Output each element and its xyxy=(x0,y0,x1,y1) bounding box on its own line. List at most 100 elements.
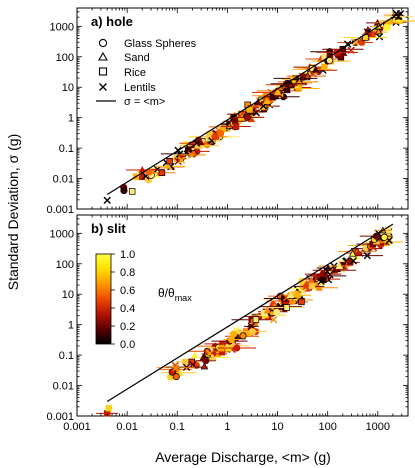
panel-a-data-point xyxy=(243,113,251,121)
legend-sand: Sand xyxy=(124,52,150,64)
panel-b-data-point xyxy=(348,249,357,257)
panel-b-y-tick-label: 1 xyxy=(68,320,74,332)
panel-a-data-point xyxy=(347,46,355,54)
legend-circle-marker xyxy=(98,38,108,48)
legend-triangle-marker xyxy=(98,51,108,61)
panel-a-data-point xyxy=(231,118,239,125)
colorbar-label: θ/θmax xyxy=(158,286,192,303)
panel-a-data-point xyxy=(217,129,225,138)
panel-b-x-tick-label: 100 xyxy=(318,421,336,433)
panel-a-y-tick-label: 10 xyxy=(62,82,74,94)
panel-b-data-point xyxy=(307,276,315,284)
panel-b-data-point xyxy=(299,288,307,296)
panel-b-data-point xyxy=(287,297,296,305)
panel-a-data-point xyxy=(177,156,186,164)
panel-b-data-point xyxy=(269,315,278,324)
panel-a-data-point xyxy=(287,81,295,89)
panel-b-reference-line xyxy=(106,223,394,402)
panel-b-data-point xyxy=(172,364,180,372)
panel-b-data-point xyxy=(200,362,209,370)
panel-b-data-point xyxy=(189,360,197,369)
panel-b-data-point xyxy=(317,277,325,285)
panel-a-y-tick-label: 100 xyxy=(56,52,74,64)
panel-b-data-point xyxy=(208,353,217,361)
panel-b-data-point xyxy=(323,267,331,276)
panel-b-data-point xyxy=(363,251,371,260)
panel-a-ticks: 0.001 0.01 0.1 1 10 100 1000 xyxy=(46,7,409,216)
panel-a-data-point xyxy=(375,33,384,41)
panel-b-x-tick-label: 10 xyxy=(271,421,283,433)
panel-a-y-tick-label: 0.001 xyxy=(46,204,74,216)
colorbar-tick-label: 0.4 xyxy=(120,303,135,315)
legend-square-marker xyxy=(98,67,108,76)
colorbar-label-max: max xyxy=(175,293,193,303)
panel-a-data-point xyxy=(192,139,201,147)
panel-a-data-point xyxy=(311,65,320,73)
panel-b-data-point xyxy=(202,357,210,365)
panel-b-data-point xyxy=(248,328,256,336)
colorbar-tick-label: 0.0 xyxy=(120,339,135,351)
panel-a-y-tick-label: 1000 xyxy=(50,21,74,33)
panel-b-x-tick-label: 0.001 xyxy=(63,421,91,433)
panel-a-reference-line xyxy=(106,11,403,195)
panel-b-x-tick-label: 0.01 xyxy=(116,421,137,433)
panel-b-x-tick-label: 0.1 xyxy=(170,421,185,433)
panel-b-data-point xyxy=(302,279,311,287)
legend-glass-spheres: Glass Spheres xyxy=(124,38,197,50)
legend-x-marker xyxy=(99,83,107,91)
panel-b-x-tick-label: 1000 xyxy=(366,421,390,433)
panel-b-data-point xyxy=(346,259,354,266)
panel-b-y-tick-label: 0.001 xyxy=(46,411,74,423)
colorbar-tick-label: 0.8 xyxy=(120,267,135,279)
panel-a-data-point xyxy=(103,196,111,205)
panel-a-data-point xyxy=(273,88,282,96)
colorbar-ticks: 1.0 0.8 0.6 0.4 0.2 0.0 xyxy=(111,249,135,351)
panel-b-data-point xyxy=(252,316,260,323)
panel-b-points xyxy=(96,226,404,417)
panel-b-data-point xyxy=(298,298,305,306)
y-axis-label: Standard Deviation, σ (g) xyxy=(5,134,21,291)
panel-a-data-point xyxy=(252,108,260,117)
panel-b-data-point xyxy=(233,344,241,352)
panel-b-data-point xyxy=(182,363,191,371)
colorbar-gradient xyxy=(95,253,112,345)
legend-sigma-line: σ = <m> xyxy=(124,96,165,108)
panel-a-label: a) hole xyxy=(91,14,133,29)
panel-b-data-point xyxy=(349,257,357,265)
panel-a-data-point xyxy=(326,48,334,56)
panel-b-x-tick-label: 1 xyxy=(224,421,230,433)
panel-b-data-point xyxy=(380,233,388,241)
panel-a-data-point xyxy=(120,187,128,195)
panel-b-data-point xyxy=(172,373,180,381)
panel-a-data-point xyxy=(163,161,172,169)
panel-b-data-point xyxy=(263,306,272,314)
panel-b-data-point xyxy=(315,283,323,291)
panel-b: 0.001 0.01 0.1 1 10 100 1000 0.001 0.01 0.1 1 10 100… xyxy=(46,214,409,433)
panel-b-data-point xyxy=(335,262,343,269)
panel-b-data-point xyxy=(191,351,199,359)
panel-a-data-point xyxy=(166,157,173,165)
legend-lentils: Lentils xyxy=(124,82,156,94)
panel-a-y-tick-label: 1 xyxy=(68,113,74,125)
panel-b-ticks: 0.001 0.01 0.1 1 10 100 1000 0.001 0.01 0.1 1 10 100… xyxy=(46,214,409,433)
panel-a-data-point xyxy=(232,123,240,130)
colorbar: 1.0 0.8 0.6 0.4 0.2 0.0 θ/θmax xyxy=(95,249,192,351)
panel-b-data-point xyxy=(273,308,281,316)
panel-b-data-point xyxy=(283,304,290,311)
panel-b-y-tick-label: 0.01 xyxy=(53,381,74,393)
panel-a-data-point xyxy=(303,72,312,79)
panel-a-data-point xyxy=(211,133,219,141)
panel-a-data-point xyxy=(128,188,136,195)
panel-a-data-point xyxy=(187,151,196,159)
panel-a-data-point xyxy=(374,27,383,35)
panel-b-data-point xyxy=(227,335,235,344)
panel-a: 0.001 0.01 0.1 1 10 100 1000 a) hole Glass Sph… xyxy=(46,7,415,216)
panel-a-data-point xyxy=(263,97,271,104)
colorbar-tick-label: 0.2 xyxy=(120,321,135,333)
panel-b-y-tick-label: 1000 xyxy=(50,228,74,240)
panel-a-data-point xyxy=(383,24,391,31)
panel-b-data-point xyxy=(308,282,316,290)
panel-a-data-point xyxy=(196,138,205,146)
panel-a-y-tick-label: 0.1 xyxy=(59,143,74,155)
